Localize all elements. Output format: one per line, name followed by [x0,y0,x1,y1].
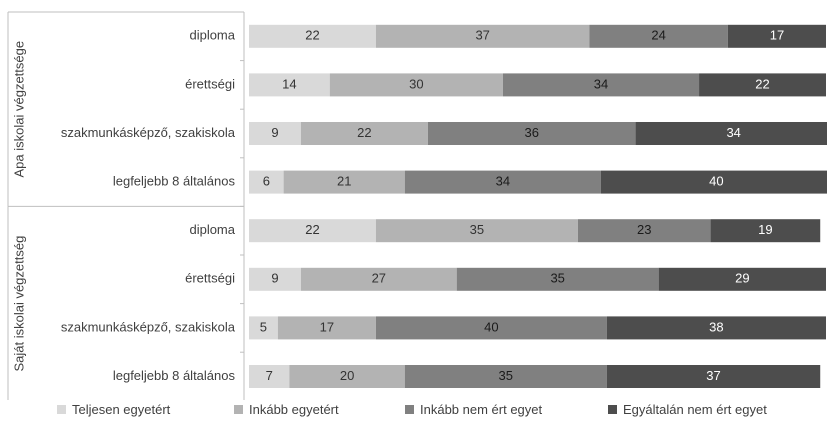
bar-segment [283,170,405,194]
bar-segment [404,365,607,388]
bar-segment [249,219,376,243]
data-label: 36 [524,125,538,140]
data-label: 34 [496,174,510,189]
bar-segment [375,316,607,340]
data-label: 40 [484,319,498,334]
data-label: 22 [305,28,319,43]
bar-segment [300,267,457,291]
bar-segment [249,73,330,97]
bar-segment [404,170,601,194]
legend: Teljesen egyetért Inkább egyetért Inkább n… [0,402,827,422]
data-label: 34 [726,125,740,140]
bar-segment [249,24,376,48]
data-label: 23 [637,222,651,237]
data-label: 17 [320,319,334,334]
data-label: 19 [758,222,772,237]
data-label: 38 [709,319,723,334]
bar-segment [699,73,826,97]
bar-segment [249,122,301,145]
legend-label: Inkább nem ért egyet [420,402,543,417]
bar-segment [589,24,728,48]
legend-swatch [57,405,66,414]
bar-segment [249,267,301,291]
bar-segment [577,219,711,243]
data-label: 20 [340,368,354,383]
bar-segment [502,73,700,97]
data-label: 35 [470,222,484,237]
data-label: 24 [651,28,665,43]
bar-segment [277,316,376,340]
data-label: 9 [271,271,278,286]
bar-segment [727,24,826,48]
data-label: 21 [337,174,351,189]
group-label: Saját iskolai végzettség [11,236,26,372]
data-label: 7 [266,368,273,383]
bar-segment [249,170,284,194]
data-label: 37 [706,368,720,383]
category-label: diploma [189,28,235,43]
bar-segment [600,170,827,194]
stacked-bar-chart: Apa iskolai végzettsége Saját iskolai vég… [7,11,827,400]
data-label: 5 [260,319,267,334]
category-label: legfeljebb 8 általános [113,174,236,189]
data-label: 6 [263,174,270,189]
bar-segment [249,316,278,340]
data-label: 17 [770,28,784,43]
legend-swatch [608,405,617,414]
bar-segment [658,267,826,291]
data-label: 35 [550,271,564,286]
legend-label: Inkább egyetért [249,402,339,417]
legend-label: Teljesen egyetért [72,402,171,417]
group-label: Apa iskolai végzettsége [11,41,26,178]
data-label: 9 [271,125,278,140]
legend-label: Egyáltalán nem ért egyet [623,402,767,417]
data-label: 29 [735,271,749,286]
data-label: 22 [755,76,769,91]
legend-swatch [234,405,243,414]
legend-item: Inkább nem ért egyet [405,402,542,417]
data-label: 34 [594,76,608,91]
bar-segment [375,219,578,243]
data-label: 40 [709,174,723,189]
bar-segment [710,219,821,243]
category-label: érettségi [185,271,235,286]
category-label: szakmunkásképző, szakiskola [61,125,236,140]
bar-segment [329,73,503,97]
bar-segment [606,365,821,388]
bar-segment [456,267,659,291]
category-label: diploma [189,222,235,237]
bar-segment [375,24,590,48]
data-label: 27 [372,271,386,286]
category-label: érettségi [185,76,235,91]
legend-item: Teljesen egyetért [57,402,170,417]
bar-segment [427,122,636,145]
legend-item: Inkább egyetért [234,402,339,417]
category-label: legfeljebb 8 általános [113,368,236,383]
legend-swatch [405,405,414,414]
legend-item: Egyáltalán nem ért egyet [608,402,767,417]
data-label: 35 [499,368,513,383]
category-label: szakmunkásképző, szakiskola [61,319,236,334]
bar-segment [289,365,405,388]
data-label: 14 [282,76,296,91]
bar-segment [635,122,827,145]
bar-segment [249,365,290,388]
data-label: 22 [357,125,371,140]
bar-segment [300,122,428,145]
data-label: 30 [409,76,423,91]
data-label: 22 [305,222,319,237]
bar-segment [606,316,826,340]
data-label: 37 [475,28,489,43]
